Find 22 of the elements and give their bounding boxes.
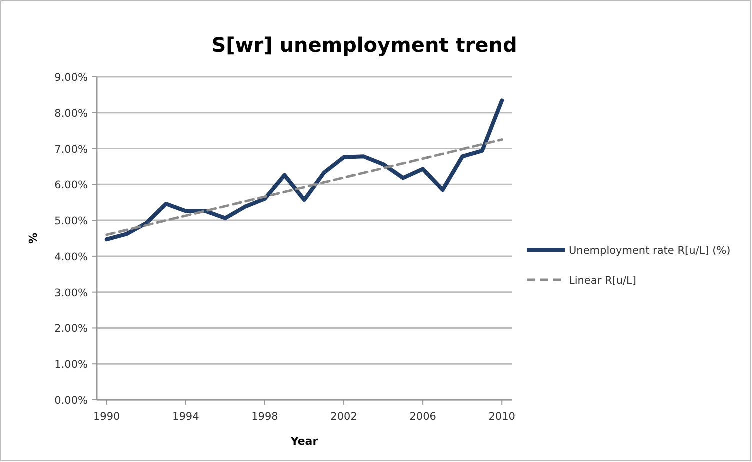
y-tick-label: 4.00% bbox=[54, 251, 88, 264]
x-tick-label: 2010 bbox=[488, 411, 516, 423]
x-tick-label: 2002 bbox=[330, 411, 358, 423]
chart-title: S[wr] unemployment trend bbox=[212, 33, 518, 57]
x-tick-label: 1994 bbox=[172, 411, 200, 423]
y-tick-label: 0.00% bbox=[54, 395, 88, 407]
y-tick-label: 8.00% bbox=[54, 108, 88, 120]
x-axis-title: Year bbox=[290, 435, 319, 448]
legend-label: Linear R[u/L] bbox=[569, 275, 637, 287]
y-tick-label: 7.00% bbox=[54, 144, 88, 156]
x-tick-label: 1990 bbox=[94, 411, 120, 423]
x-tick-label: 1998 bbox=[252, 411, 278, 423]
y-tick-label: 5.00% bbox=[54, 216, 88, 228]
y-axis-title: % bbox=[27, 232, 40, 244]
y-tick-label: 3.00% bbox=[54, 287, 88, 300]
line-series bbox=[104, 98, 504, 242]
y-tick-label: 2.00% bbox=[54, 323, 88, 336]
legend-label: Unemployment rate R[u/L] (%) bbox=[569, 245, 731, 257]
x-tick-label: 2006 bbox=[410, 411, 437, 423]
y-tick-label: 9.00% bbox=[54, 72, 88, 84]
y-tick-label: 6.00% bbox=[54, 180, 88, 192]
y-tick-label: 1.00% bbox=[54, 359, 88, 372]
